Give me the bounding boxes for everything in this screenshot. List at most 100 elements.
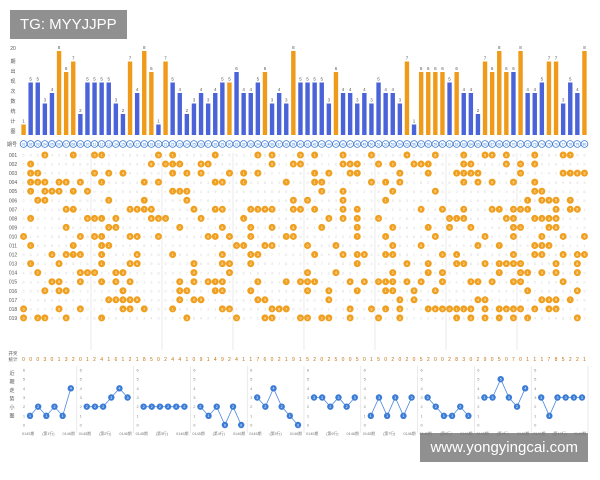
- miss-count: 3: [157, 198, 160, 203]
- watermark-bottom: www.yongyingcai.com: [420, 433, 588, 462]
- miss-count: 9: [527, 306, 530, 311]
- drawn-ball-label: 7: [214, 235, 216, 239]
- drawn-ball: [154, 232, 162, 240]
- drawn-ball-label: 3: [44, 190, 46, 194]
- drawn-ball: [62, 251, 70, 259]
- number-ball-label: 71: [519, 143, 523, 147]
- miss-count: 2: [207, 153, 210, 158]
- miss-count: 3: [115, 198, 118, 203]
- miss-count: 2: [115, 243, 118, 248]
- miss-count: 3: [143, 316, 146, 321]
- miss-count: 8: [498, 225, 501, 230]
- miss-count: 9: [328, 252, 331, 257]
- miss-count: 1: [172, 216, 175, 221]
- miss-count: 8: [491, 189, 494, 194]
- miss-count: 4: [377, 243, 380, 248]
- drawn-ball-label: 5: [484, 307, 486, 311]
- miss-count: 7: [321, 162, 324, 167]
- drawn-ball-label: 4: [477, 172, 479, 176]
- number-ball-label: 64: [469, 143, 473, 147]
- drawn-ball: [62, 205, 70, 213]
- drawn-ball-label: 3: [470, 172, 472, 176]
- miss-count: 3: [257, 261, 260, 266]
- number-ball-label: 77: [561, 143, 565, 147]
- miss-count: 6: [143, 288, 146, 293]
- miss-count: 7: [448, 288, 451, 293]
- number-ball-label: 80: [583, 143, 587, 147]
- trend-x-label-mid: (第3行): [156, 431, 169, 436]
- miss-count: 7: [363, 207, 366, 212]
- sum-value: 1: [299, 357, 302, 363]
- drawn-ball: [247, 223, 255, 231]
- trend-ytick-label: 5: [80, 377, 83, 382]
- miss-count: 7: [484, 171, 487, 176]
- drawn-ball: [332, 242, 340, 249]
- miss-count: 4: [30, 252, 33, 257]
- bar: [269, 103, 275, 135]
- miss-count: 3: [434, 162, 437, 167]
- miss-count: 9: [86, 306, 89, 311]
- miss-count: 2: [562, 306, 565, 311]
- sum-value: 8: [455, 357, 458, 363]
- number-ball: [580, 140, 589, 148]
- bar-value-label: 3: [193, 98, 196, 103]
- drawn-ball-label: 5: [200, 217, 202, 221]
- bar-value-label: 7: [129, 56, 132, 61]
- miss-count: 2: [512, 288, 515, 293]
- number-ball-label: 38: [284, 143, 288, 147]
- drawn-ball: [41, 178, 49, 186]
- trend-x-label-right: 0146期: [574, 431, 586, 436]
- drawn-ball-label: 8: [576, 289, 578, 293]
- miss-count: 9: [101, 306, 104, 311]
- drawn-ball: [353, 160, 361, 168]
- drawn-ball-label: 9: [299, 153, 301, 157]
- drawn-ball: [325, 214, 333, 222]
- miss-count: 7: [377, 270, 380, 275]
- bar: [489, 72, 495, 135]
- miss-count: 9: [186, 225, 189, 230]
- miss-count: 2: [392, 216, 395, 221]
- drawn-ball: [112, 278, 120, 286]
- miss-count: 9: [413, 279, 416, 284]
- miss-count: 2: [65, 216, 68, 221]
- drawn-ball: [218, 178, 226, 186]
- miss-count: 4: [150, 234, 153, 239]
- miss-count: 8: [505, 252, 508, 257]
- miss-count: 7: [122, 207, 125, 212]
- drawn-ball: [517, 160, 525, 168]
- miss-count: 5: [321, 216, 324, 221]
- miss-count: 9: [143, 270, 146, 275]
- miss-count: 1: [257, 288, 260, 293]
- bar: [376, 82, 381, 135]
- miss-count: 4: [79, 225, 82, 230]
- miss-count: 5: [93, 180, 96, 185]
- bar-ylabel-char: 期: [10, 59, 15, 65]
- number-ball-label: 33: [249, 143, 253, 147]
- trend-point-label: 4: [70, 387, 72, 391]
- miss-count: 5: [456, 153, 459, 158]
- drawn-ball: [105, 169, 113, 177]
- drawn-ball-label: 5: [58, 181, 60, 185]
- number-ball-label: 67: [490, 143, 494, 147]
- miss-count: 6: [555, 316, 558, 321]
- bar-value-label: 5: [313, 77, 316, 82]
- bar: [326, 103, 332, 135]
- miss-count: 3: [58, 316, 61, 321]
- miss-count: 6: [342, 270, 345, 275]
- trend-ytick-label: 0: [307, 423, 310, 428]
- miss-count: 6: [299, 198, 302, 203]
- drawn-ball-label: 2: [108, 199, 110, 203]
- miss-count: 5: [441, 243, 444, 248]
- miss-count: 6: [115, 234, 118, 239]
- miss-count: 9: [129, 252, 132, 257]
- trend-ytick-label: 0: [136, 423, 139, 428]
- drawn-ball-label: 5: [129, 262, 131, 266]
- miss-count: 9: [37, 288, 40, 293]
- miss-count: 1: [136, 171, 139, 176]
- sum-value: 2: [164, 357, 167, 363]
- drawn-ball-label: 3: [186, 289, 188, 293]
- sum-value: 3: [65, 357, 68, 363]
- miss-count: 4: [93, 162, 96, 167]
- drawn-ball-label: 7: [356, 208, 358, 212]
- drawn-ball-label: 0: [94, 235, 96, 239]
